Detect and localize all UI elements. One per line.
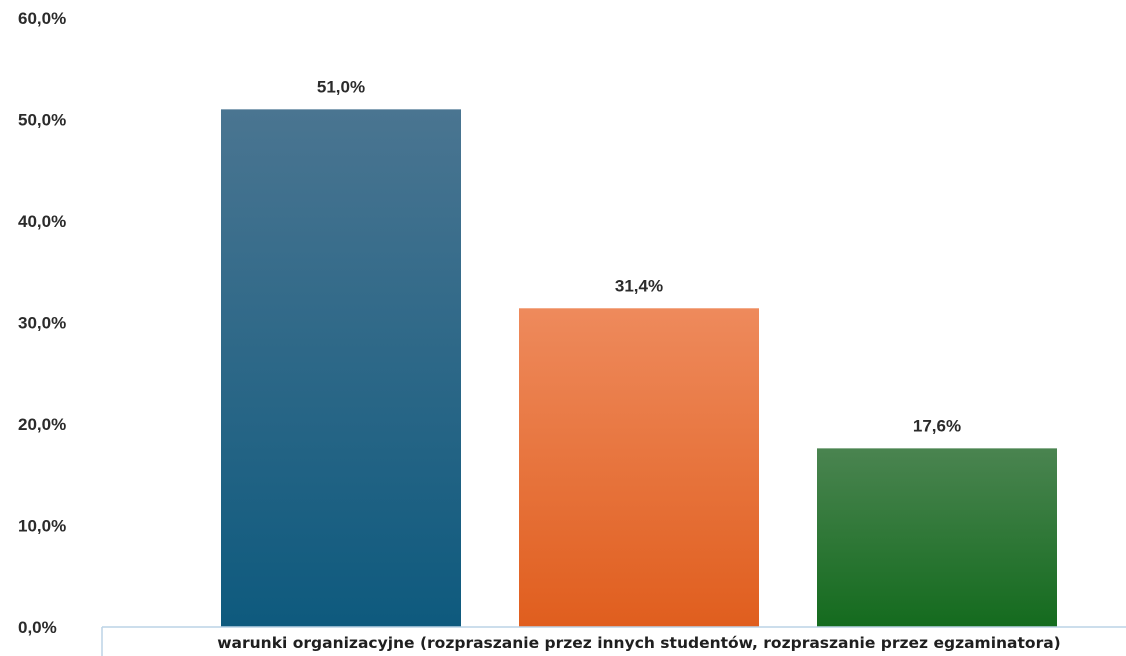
data-label: 51,0% — [317, 77, 365, 96]
bar — [519, 308, 759, 627]
y-tick-label: 50,0% — [18, 111, 66, 130]
y-tick-label: 0,0% — [18, 618, 57, 637]
y-tick-label: 10,0% — [18, 517, 66, 536]
bar — [817, 448, 1057, 627]
data-label: 31,4% — [615, 276, 663, 295]
bar — [221, 109, 461, 628]
y-tick-label: 30,0% — [18, 314, 66, 333]
y-tick-label: 40,0% — [18, 212, 66, 231]
y-tick-label: 60,0% — [18, 9, 66, 28]
bars — [221, 109, 1057, 628]
y-tick-label: 20,0% — [18, 415, 66, 434]
data-label: 17,6% — [913, 416, 961, 435]
y-axis: 0,0% 10,0% 20,0% 30,0% 40,0% 50,0% 60,0% — [18, 9, 66, 637]
x-category-label: warunki organizacyjne (rozpraszanie prze… — [217, 634, 1061, 652]
data-labels: 51,0% 31,4% 17,6% — [317, 77, 961, 435]
x-axis: warunki organizacyjne (rozpraszanie prze… — [101, 626, 1126, 656]
